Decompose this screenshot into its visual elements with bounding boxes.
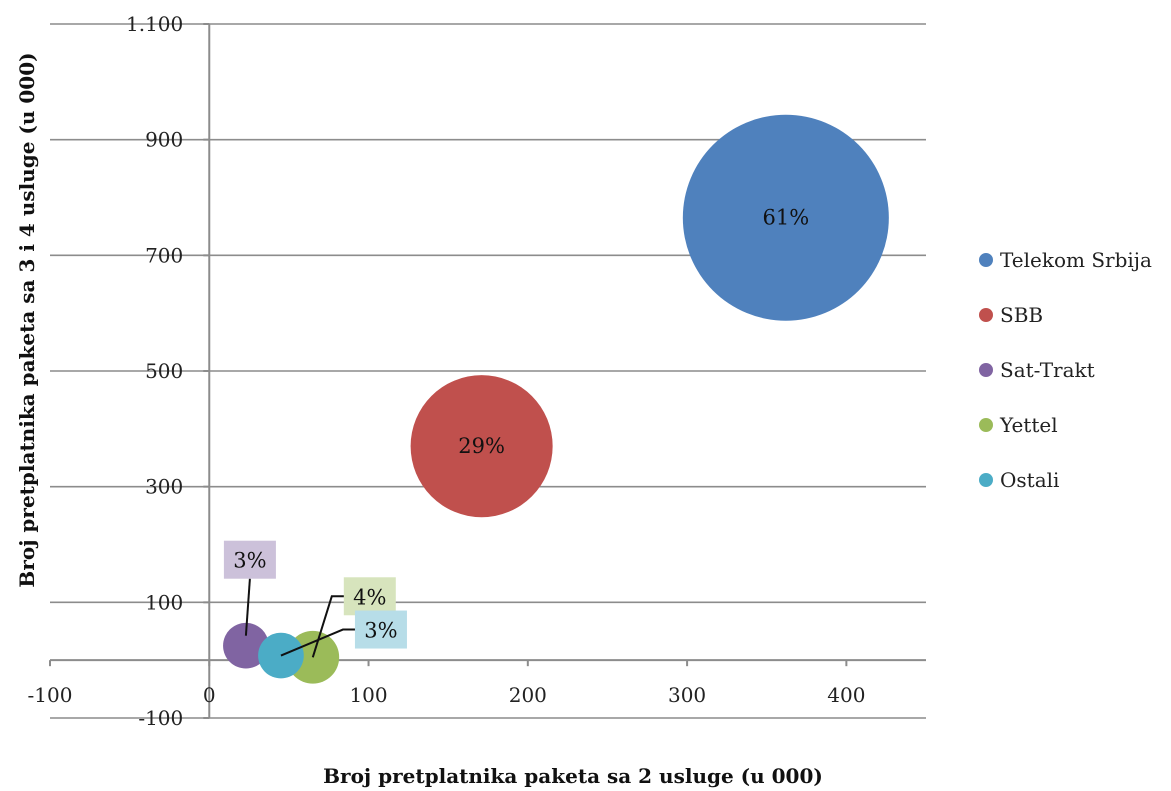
legend-label-ostali: Ostali	[1000, 468, 1059, 492]
legend: Telekom Srbija SBB Sat-Trakt Yettel Ostali	[979, 248, 1152, 492]
y-axis-title: Broj pretplatnika paketa sa 3 i 4 usluge…	[15, 52, 39, 587]
x-axis-title: Broj pretplatnika paketa sa 2 usluge (u …	[323, 764, 823, 788]
legend-label-sbb: SBB	[1000, 303, 1043, 327]
legend-label-telekom-srbija: Telekom Srbija	[1000, 248, 1152, 272]
bubbles	[223, 114, 889, 684]
y-tick-label: -100	[138, 706, 183, 730]
data-label-box-ostali	[354, 610, 407, 649]
leader-line-yettel	[311, 595, 346, 658]
y-tick-label: 700	[145, 243, 183, 267]
bubble-sat-trakt	[223, 622, 269, 669]
legend-label-yettel: Yettel	[999, 413, 1058, 437]
y-tick-label: 1.100	[126, 12, 183, 36]
data-label-sbb: 29%	[458, 434, 505, 458]
legend-marker-ostali	[979, 473, 993, 487]
data-label-telekom-srbija: 61%	[762, 206, 809, 230]
y-tick-label: 300	[145, 475, 183, 499]
data-label-box-sat-trakt	[223, 540, 276, 579]
bubble-ostali	[258, 632, 304, 679]
legend-marker-sat-trakt	[979, 363, 993, 377]
data-labels: 61% 29% 3% 4% 3%	[223, 206, 809, 658]
data-label-box-yettel	[343, 577, 396, 616]
legend-marker-yettel	[979, 418, 993, 432]
legend-marker-sbb	[979, 308, 993, 322]
legend-marker-telekom-srbija	[979, 253, 993, 267]
data-label-sat-trakt: 3%	[233, 549, 266, 573]
bubble-telekom-srbija	[682, 114, 889, 321]
y-tick-label: 900	[145, 128, 183, 152]
x-tick-label: 300	[668, 683, 706, 707]
data-label-yettel: 4%	[353, 585, 386, 609]
x-tick-label: 0	[203, 683, 216, 707]
data-label-ostali: 3%	[364, 619, 397, 643]
y-tick-label: 500	[145, 359, 183, 383]
leader-line-ostali	[280, 628, 357, 657]
x-tick-label: -100	[28, 683, 73, 707]
leader-line-sat-trakt	[244, 578, 251, 636]
y-tick-label: 100	[145, 590, 183, 614]
bubble-sbb	[410, 375, 553, 518]
x-tick-label: 200	[509, 683, 547, 707]
x-tick-label: 100	[349, 683, 387, 707]
tick-labels: -100 0 100 200 300 400 -100 100 300 500 700 900 1.10…	[28, 12, 866, 730]
x-tick-label: 400	[827, 683, 865, 707]
axes	[49, 23, 926, 719]
legend-label-sat-trakt: Sat-Trakt	[1000, 358, 1095, 382]
